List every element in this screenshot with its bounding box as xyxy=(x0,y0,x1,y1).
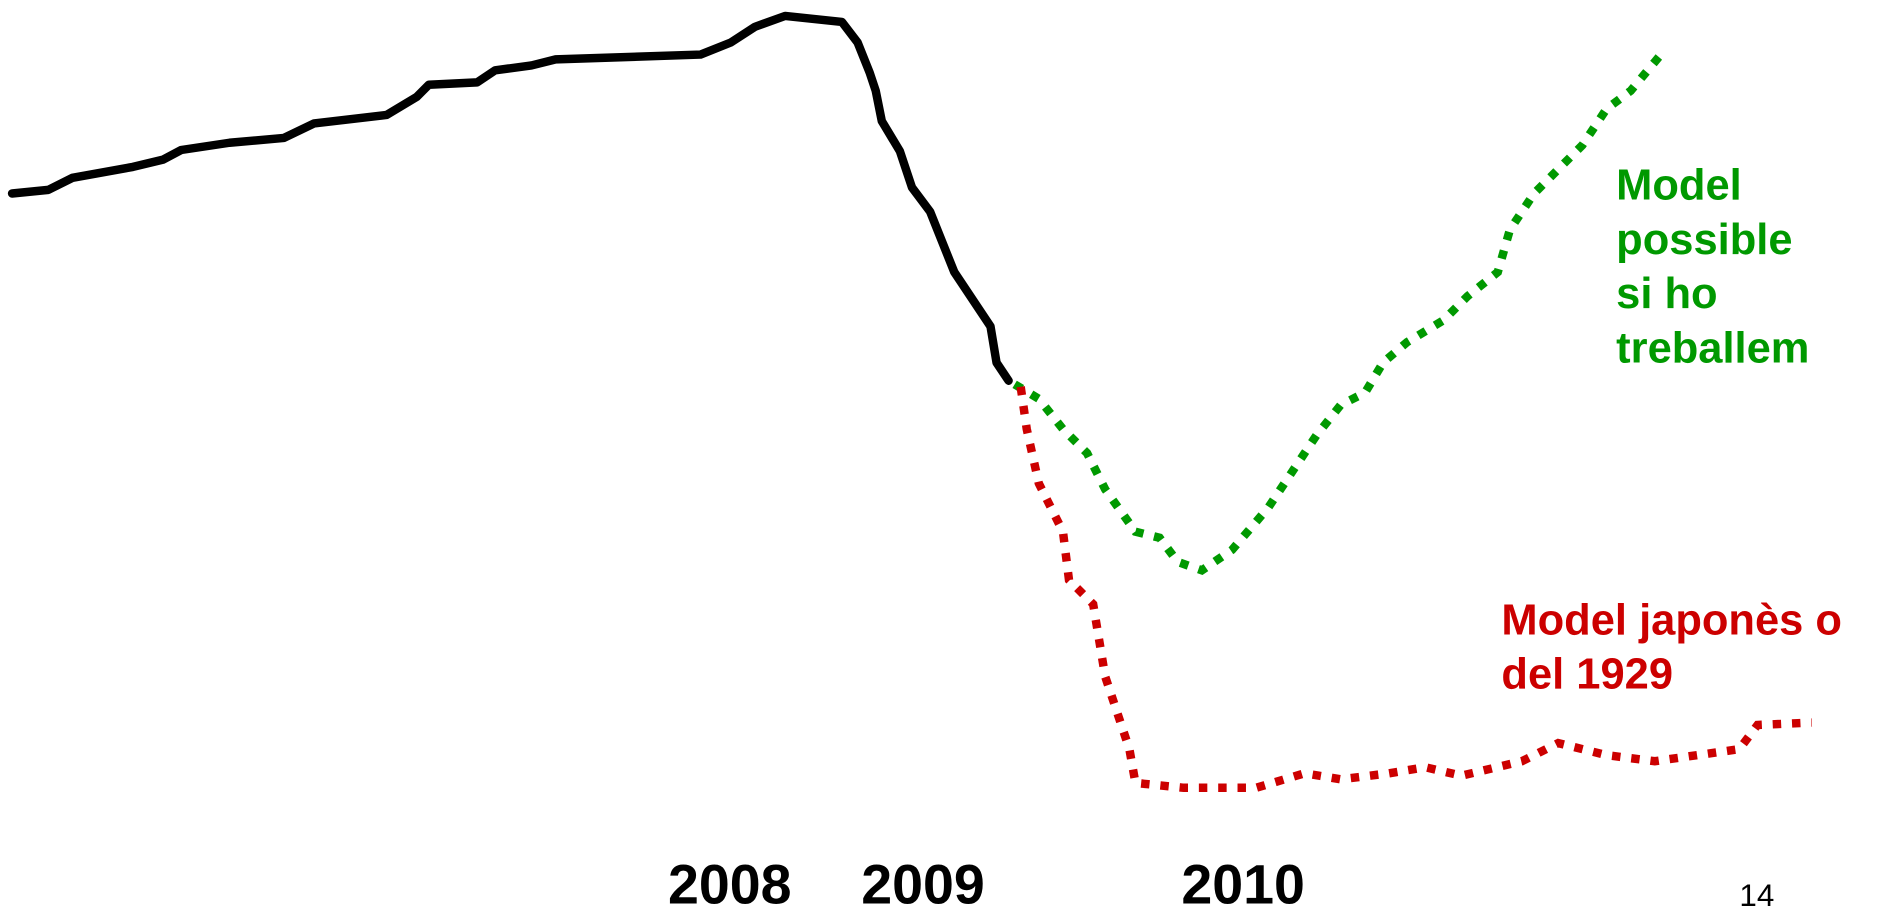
history-line xyxy=(7,11,1013,385)
green-label: si ho xyxy=(1616,270,1717,318)
page-number: 14 xyxy=(1739,878,1774,910)
red-label: Model japonès o xyxy=(1501,596,1842,644)
year-label: 2009 xyxy=(861,854,985,910)
green-label: possible xyxy=(1616,216,1792,264)
red-scenario-line xyxy=(1016,386,1813,793)
red-label: del 1929 xyxy=(1501,651,1673,699)
year-label: 2010 xyxy=(1181,854,1305,910)
green-scenario-line xyxy=(1012,51,1665,576)
year-label: 2008 xyxy=(668,854,792,910)
green-label: treballem xyxy=(1616,325,1809,373)
green-label: Model xyxy=(1616,162,1742,210)
